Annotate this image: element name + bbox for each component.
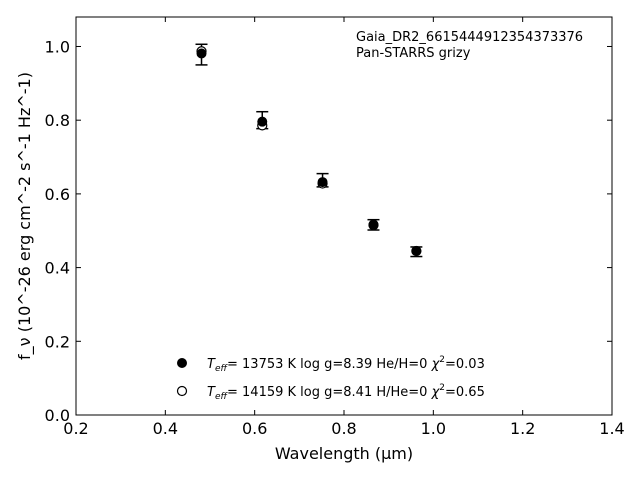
annotation-object-id: Gaia_DR2_6615444912354373376 [356,30,583,45]
plot-frame [75,16,613,416]
legend-2-params: = 14159 K log g=8.41 H/He=0 [227,385,432,400]
y-tick-label: 0.8 [45,111,70,130]
data-point-filled [196,48,207,59]
legend-1-chi-superscript: 2 [439,355,445,365]
legend-marker-filled [177,358,187,368]
y-tick-label: 0.0 [45,406,70,425]
y-tick-label: 0.6 [45,185,70,204]
legend-marker-open [176,385,188,397]
y-tick-label: 0.2 [45,332,70,351]
axes-layer: 0.2 0.4 0.6 0.8 1.0 1.2 1.40.00.20.40.60.81.0 [45,16,625,438]
legend-label-model-1: Teff= 13753 K log g=8.39 He/H=0 χ2=0.03 [207,355,485,374]
data-layer [195,43,423,258]
legend-2-teff-symbol: T [207,385,216,400]
legend-1-chi-symbol: χ [431,357,441,372]
x-tick-label: 1.0 [421,419,446,438]
data-point-filled [317,177,328,188]
legend-1-params: = 13753 K log g=8.39 He/H=0 [227,357,432,372]
x-axis-title: Wavelength (μm) [275,444,413,463]
y-tick-label: 0.4 [45,259,70,278]
x-tick-label: 1.4 [599,419,624,438]
legend-2-chi-symbol: χ [431,385,441,400]
data-point-filled [257,116,268,127]
legend-2-chi-superscript: 2 [439,383,445,393]
x-tick-label: 0.8 [331,419,356,438]
legend-1-teff-subscript: eff [215,364,229,374]
data-point-filled [411,246,422,257]
x-tick-label: 1.2 [510,419,535,438]
legend: Teff= 13753 K log g=8.39 He/H=0 χ2=0.03 … [176,355,485,402]
legend-1-chi-value: =0.03 [445,357,485,372]
x-tick-label: 0.2 [63,419,88,438]
x-tick-label: 0.6 [242,419,267,438]
annotation-photometry: Pan-STARRS grizy [356,46,471,61]
y-axis-title: f_ν (10^-26 erg cm^-2 s^-1 Hz^-1) [15,72,35,360]
y-tick-label: 1.0 [45,37,70,56]
legend-1-teff-symbol: T [207,357,216,372]
legend-2-chi-value: =0.65 [445,385,485,400]
data-point-filled [368,219,379,230]
legend-label-model-2: Teff= 14159 K log g=8.41 H/He=0 χ2=0.65 [207,383,485,402]
x-tick-label: 0.4 [153,419,178,438]
legend-2-teff-subscript: eff [215,392,229,402]
